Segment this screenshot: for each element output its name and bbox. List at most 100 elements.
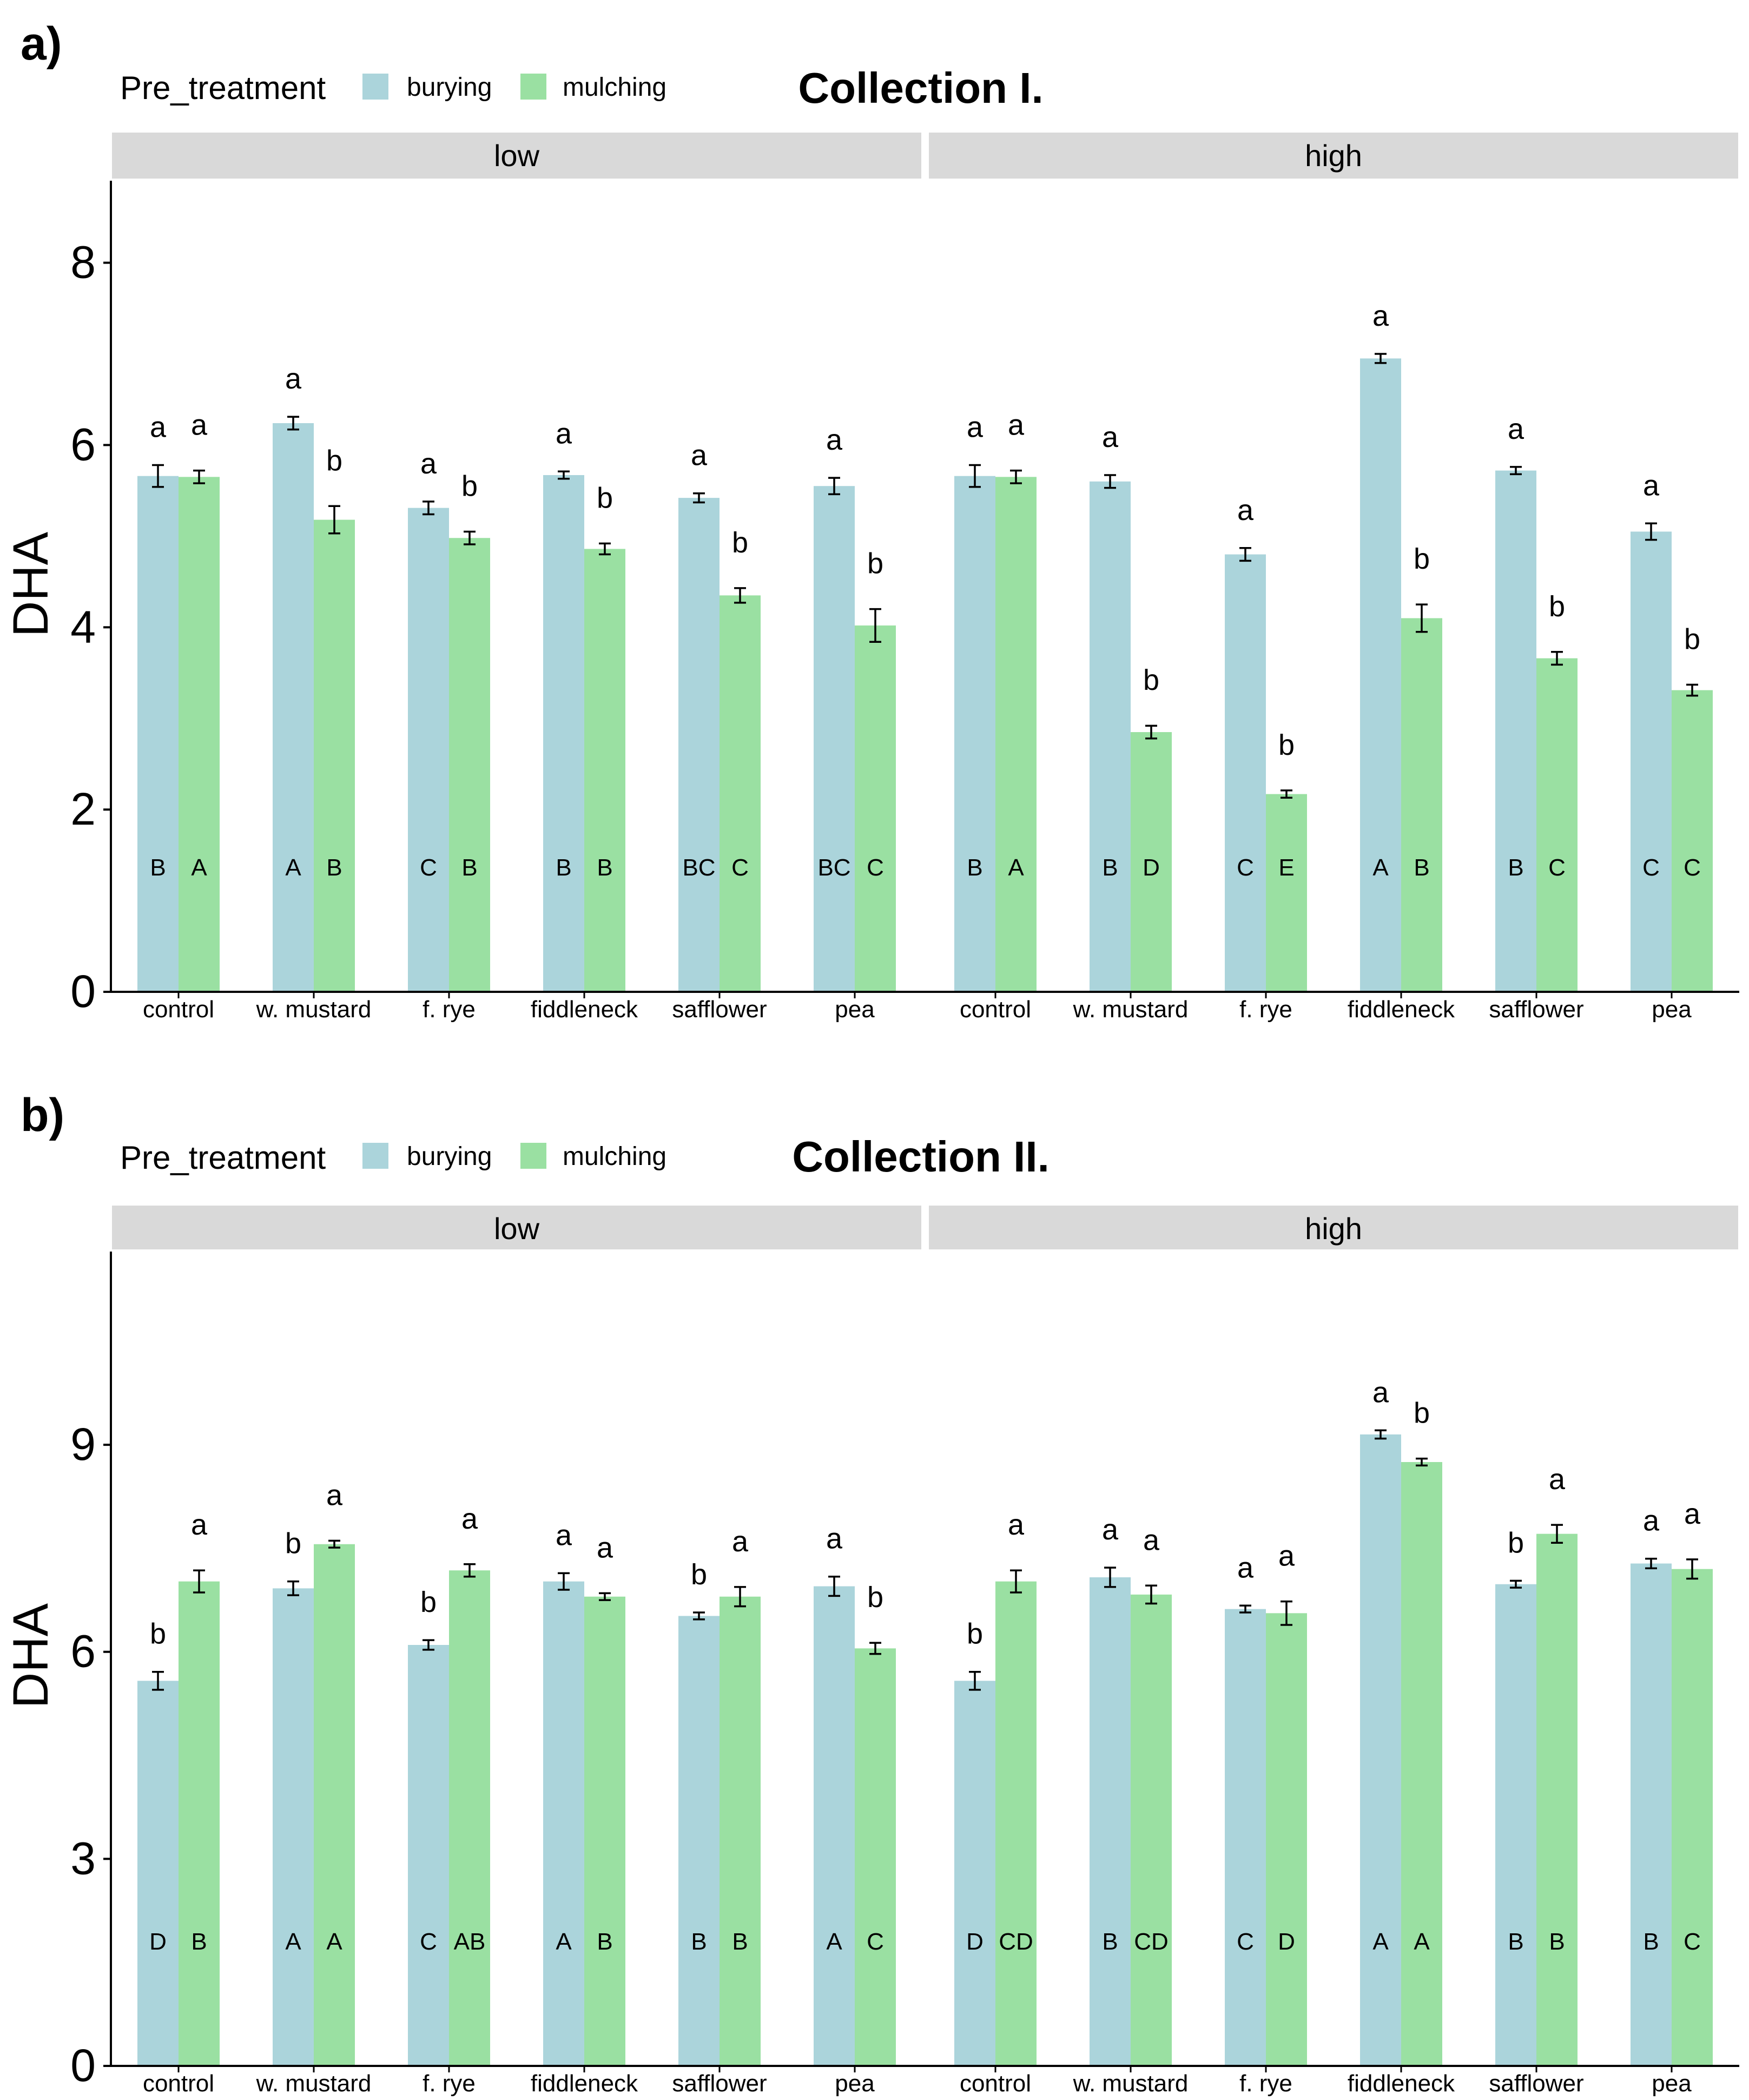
bar-burying-high-0-a (954, 476, 995, 992)
letter-top-mulching-high-0-a: a (1008, 409, 1025, 442)
letter-top-mulching-low-4-b: a (732, 1525, 749, 1558)
bar-mulching-low-3-a (584, 549, 625, 992)
legend-swatch-mulching-b (520, 1143, 546, 1169)
letter-bottom-mulching-low-4-a: C (731, 854, 749, 881)
bar-mulching-low-2-b (449, 1570, 490, 2066)
letter-top-mulching-high-3-b: b (1414, 1397, 1430, 1430)
y-tick-label-1-b: 3 (70, 1833, 96, 1884)
letter-top-mulching-low-2-a: b (461, 470, 478, 502)
letter-top-mulching-low-0-b: a (191, 1509, 208, 1541)
letter-bottom-burying-high-4-a: B (1508, 854, 1523, 881)
letter-bottom-burying-high-1-b: B (1102, 1928, 1118, 1955)
letter-top-mulching-low-2-b: a (461, 1503, 478, 1535)
x-tick-label-high-4-b: safflower (1489, 2070, 1583, 2097)
x-tick-label-high-0-b: control (960, 2070, 1031, 2097)
x-tick-label-high-2-a: f. rye (1239, 996, 1292, 1023)
bar-burying-high-4-b (1495, 1584, 1536, 2066)
bar-burying-low-5-a (814, 486, 855, 992)
letter-top-burying-low-0-a: a (150, 411, 167, 443)
x-tick-label-high-5-a: pea (1652, 996, 1692, 1023)
letter-bottom-mulching-high-4-a: C (1548, 854, 1566, 881)
bar-mulching-high-3-a (1401, 618, 1442, 992)
x-tick-label-high-3-a: fiddleneck (1348, 996, 1455, 1023)
letter-bottom-burying-high-2-a: C (1237, 854, 1254, 881)
letter-top-mulching-low-3-a: b (597, 482, 613, 514)
bar-mulching-high-0-b (995, 1581, 1037, 2066)
bar-mulching-low-4-b (720, 1596, 761, 2066)
letter-top-burying-high-5-b: a (1643, 1505, 1660, 1537)
letter-bottom-mulching-high-2-b: D (1278, 1928, 1295, 1955)
letter-bottom-mulching-low-5-a: C (867, 854, 884, 881)
facet-label-low-a: low (494, 139, 540, 173)
letter-top-burying-low-3-b: a (556, 1519, 572, 1551)
letter-bottom-burying-high-1-a: B (1102, 854, 1118, 881)
letter-top-mulching-high-3-a: b (1414, 543, 1430, 575)
letter-top-burying-high-2-a: a (1237, 494, 1254, 526)
legend-label-mulching-b: mulching (563, 1142, 666, 1171)
bar-mulching-high-4-a (1536, 658, 1578, 992)
letter-top-burying-low-4-b: b (691, 1558, 707, 1591)
letter-top-mulching-high-1-b: a (1143, 1524, 1160, 1556)
x-tick-label-high-1-b: w. mustard (1073, 2070, 1189, 2097)
letter-top-burying-high-1-a: a (1102, 421, 1119, 453)
letter-bottom-mulching-high-4-b: B (1549, 1928, 1565, 1955)
bar-mulching-low-3-b (584, 1596, 625, 2066)
letter-top-burying-high-1-b: a (1102, 1513, 1119, 1546)
letter-bottom-burying-high-5-a: C (1642, 854, 1660, 881)
letter-bottom-burying-low-0-b: D (149, 1928, 167, 1955)
letter-top-mulching-low-5-a: b (867, 548, 883, 580)
legend-title-a: Pre_treatment (120, 70, 326, 106)
letter-bottom-mulching-low-0-b: B (191, 1928, 207, 1955)
x-tick-label-high-1-a: w. mustard (1073, 996, 1189, 1023)
letter-bottom-mulching-high-1-a: D (1143, 854, 1160, 881)
y-tick-label-0-b: 0 (70, 2040, 96, 2091)
letter-top-burying-low-5-a: a (826, 424, 843, 456)
letter-top-mulching-high-5-a: b (1684, 623, 1700, 655)
letter-bottom-burying-low-1-b: A (285, 1928, 301, 1955)
x-tick-label-high-3-b: fiddleneck (1348, 2070, 1455, 2097)
x-tick-label-high-0-a: control (960, 996, 1031, 1023)
letter-bottom-mulching-low-4-b: B (732, 1928, 748, 1955)
x-tick-label-low-0-b: control (143, 2070, 214, 2097)
chart-title-b: Collection II. (792, 1133, 1050, 1181)
bar-mulching-high-5-b (1672, 1569, 1713, 2066)
letter-top-mulching-high-4-b: a (1549, 1463, 1566, 1496)
letter-top-mulching-low-1-a: b (326, 444, 342, 477)
letter-top-burying-high-3-a: a (1372, 300, 1389, 332)
bar-burying-high-3-a (1360, 358, 1401, 992)
bar-burying-low-3-b (543, 1581, 584, 2066)
bar-burying-high-0-b (954, 1681, 995, 2066)
letter-top-mulching-high-1-a: b (1143, 664, 1159, 696)
bar-burying-low-3-a (543, 475, 584, 992)
bar-mulching-high-1-b (1131, 1594, 1172, 2066)
x-tick-label-low-2-a: f. rye (423, 996, 476, 1023)
letter-top-burying-high-0-a: a (967, 411, 984, 443)
letter-top-burying-high-0-b: b (967, 1618, 983, 1650)
letter-top-mulching-high-2-a: b (1278, 729, 1295, 761)
x-tick-label-low-5-b: pea (835, 2070, 875, 2097)
letter-top-burying-low-1-b: b (285, 1528, 301, 1560)
facet-label-high-b: high (1305, 1212, 1362, 1246)
x-tick-label-low-3-a: fiddleneck (531, 996, 638, 1023)
y-tick-label-2-b: 6 (70, 1626, 96, 1677)
letter-bottom-mulching-high-3-a: B (1414, 854, 1429, 881)
letter-top-burying-low-1-a: a (285, 363, 302, 395)
letter-bottom-mulching-high-5-b: C (1684, 1928, 1701, 1955)
legend-label-burying-a: burying (407, 73, 492, 102)
letter-bottom-mulching-low-2-a: B (461, 854, 477, 881)
legend-label-burying-b: burying (407, 1142, 492, 1171)
x-tick-label-low-3-b: fiddleneck (531, 2070, 638, 2097)
panel-label-b: b) (21, 1089, 64, 1141)
letter-bottom-mulching-high-0-b: CD (999, 1928, 1033, 1955)
chart-panel-b: b) Pre_treatment burying mulching Collec… (3, 1089, 1739, 2097)
x-tick-label-low-1-a: w. mustard (256, 996, 372, 1023)
letter-bottom-burying-low-4-a: BC (682, 854, 715, 881)
letter-bottom-burying-low-4-b: B (691, 1928, 707, 1955)
bar-burying-low-4-b (678, 1616, 720, 2066)
bar-mulching-low-4-a (720, 595, 761, 992)
legend-swatch-mulching-a (520, 74, 546, 100)
letter-top-mulching-low-4-a: b (732, 526, 748, 559)
letter-bottom-mulching-high-0-a: A (1008, 854, 1024, 881)
bar-burying-high-3-b (1360, 1434, 1401, 2066)
